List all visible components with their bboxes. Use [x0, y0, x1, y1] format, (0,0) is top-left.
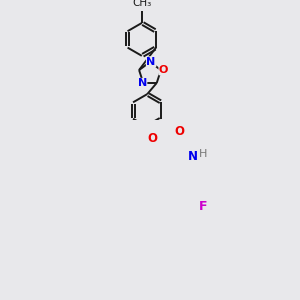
Text: H: H — [199, 149, 207, 159]
Text: F: F — [199, 200, 207, 212]
Text: N: N — [146, 57, 156, 67]
Text: O: O — [175, 125, 185, 138]
Text: N: N — [137, 78, 147, 88]
Text: N: N — [188, 150, 198, 163]
Text: CH₃: CH₃ — [132, 0, 152, 8]
Text: O: O — [159, 65, 168, 75]
Text: O: O — [148, 132, 158, 145]
